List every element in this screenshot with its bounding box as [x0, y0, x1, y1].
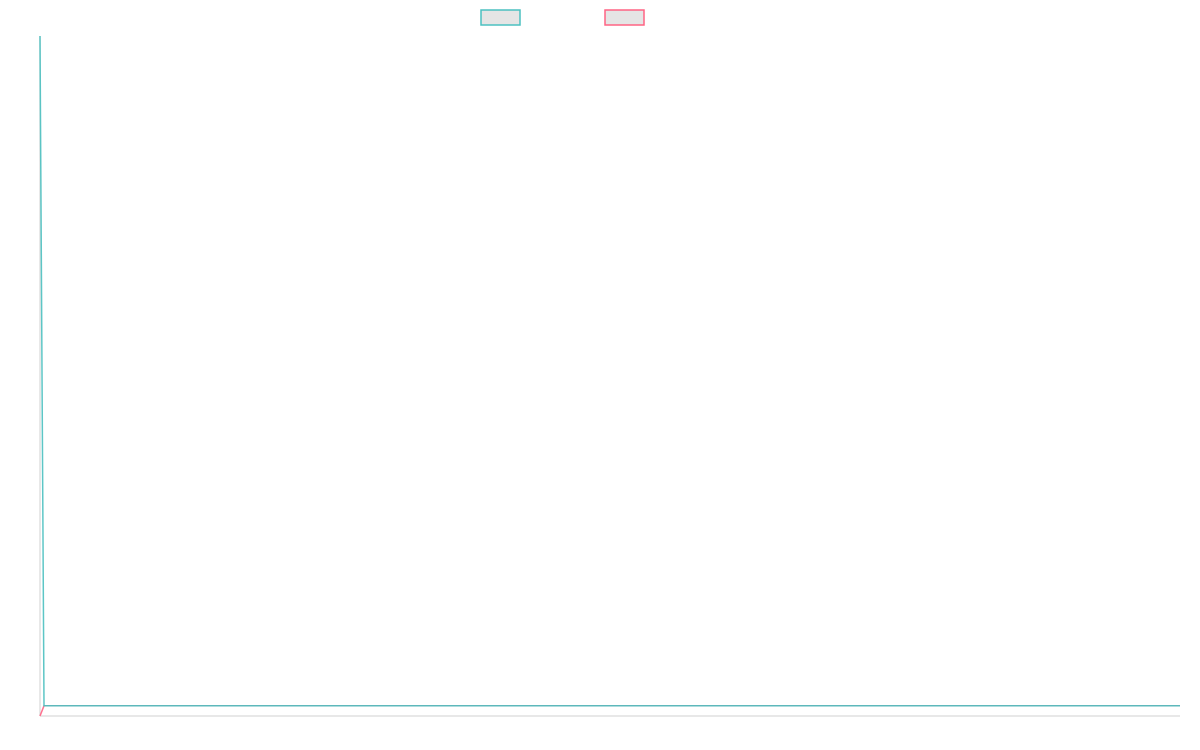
legend-swatch-2[interactable] [604, 9, 645, 26]
legend [480, 9, 645, 26]
legend-swatch-1[interactable] [480, 9, 521, 26]
series-line-1 [39, 35, 1180, 707]
series-group [39, 35, 1180, 717]
axes [39, 36, 1180, 717]
series-line-2 [39, 705, 1180, 717]
